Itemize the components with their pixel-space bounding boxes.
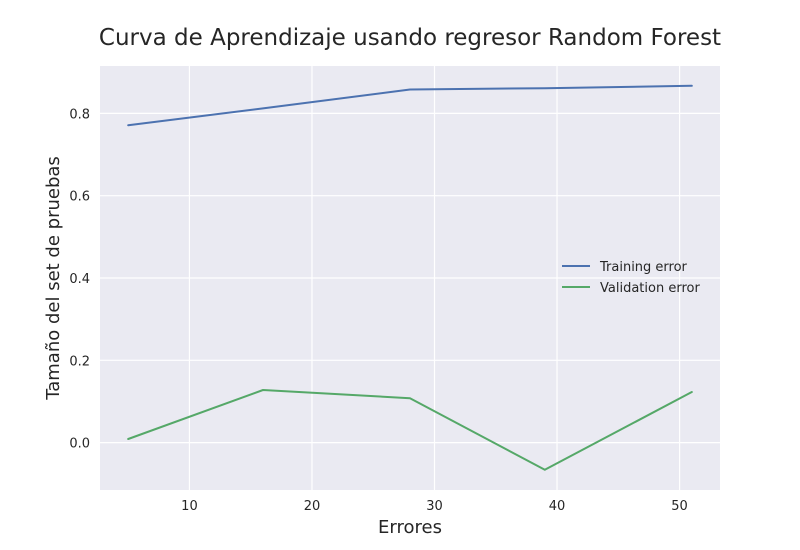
- x-tick-label: 10: [181, 499, 198, 514]
- y-tick-labels: 0.0 0.2 0.4 0.6 0.8: [69, 107, 90, 451]
- legend: Training error Validation error: [562, 260, 700, 296]
- y-tick-label: 0.6: [69, 190, 90, 205]
- chart-title: Curva de Aprendizaje usando regresor Ran…: [99, 25, 721, 51]
- y-tick-label: 0.0: [69, 437, 90, 452]
- x-axis-label: Errores: [378, 517, 442, 538]
- validation-error-line: [127, 389, 693, 471]
- x-tick-label: 50: [671, 499, 688, 514]
- x-tick-labels: 10 20 30 40 50: [181, 499, 688, 514]
- legend-label-validation-error: Validation error: [600, 281, 700, 296]
- y-tick-label: 0.8: [69, 107, 90, 122]
- horizontal-gridlines: [100, 112, 720, 444]
- x-tick-label: 30: [426, 499, 443, 514]
- y-axis-label: Tamaño del set de pruebas: [43, 156, 64, 401]
- legend-label-training-error: Training error: [599, 260, 688, 275]
- series-lines: [127, 84, 693, 471]
- x-tick-label: 40: [549, 499, 566, 514]
- training-error-line: [127, 84, 693, 127]
- x-tick-label: 20: [304, 499, 321, 514]
- y-tick-label: 0.2: [69, 354, 90, 369]
- y-tick-label: 0.4: [69, 272, 90, 287]
